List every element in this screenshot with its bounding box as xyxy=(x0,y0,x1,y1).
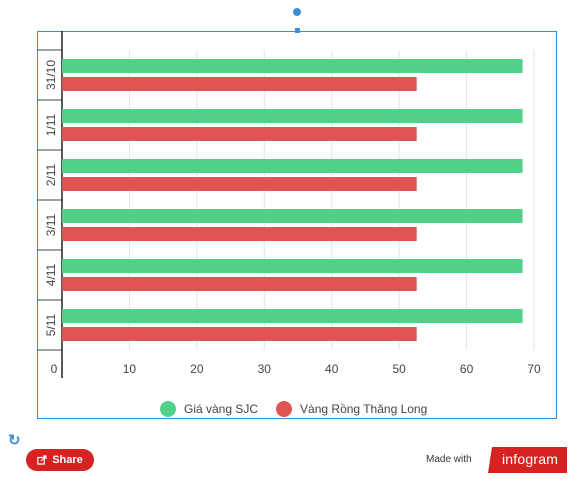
bar-sjc xyxy=(62,59,523,73)
legend-label-sjc: Giá vàng SJC xyxy=(184,402,259,416)
infogram-brand-text: infogram xyxy=(502,451,559,467)
x-tick-label: 70 xyxy=(527,362,541,376)
resize-handle-dot[interactable] xyxy=(293,8,301,16)
made-with-label: Made with xyxy=(426,454,472,465)
x-tick-label: 10 xyxy=(123,362,137,376)
category-label: 3/11 xyxy=(44,213,58,236)
bar-rong-thang-long xyxy=(62,127,417,141)
category-label: 31/10 xyxy=(44,60,58,90)
share-label: Share xyxy=(52,454,83,466)
chart-frame[interactable] xyxy=(37,31,557,419)
infogram-logo[interactable] xyxy=(480,447,567,473)
legend-label-rong-thang-long: Vàng Rồng Thăng Long xyxy=(300,402,428,416)
legend-swatch-sjc xyxy=(160,401,176,417)
category-label: 1/11 xyxy=(44,113,58,136)
bar-rong-thang-long xyxy=(62,327,417,341)
resize-handle-square[interactable] xyxy=(295,28,300,33)
x-tick-label: 60 xyxy=(460,362,474,376)
x-tick-label: 20 xyxy=(190,362,204,376)
bar-sjc xyxy=(62,159,523,173)
bar-sjc xyxy=(62,109,523,123)
legend-item-sjc[interactable]: Giá vàng SJC xyxy=(160,401,258,417)
category-label: 5/11 xyxy=(44,313,58,336)
bar-sjc xyxy=(62,209,523,223)
legend-swatch-rong-thang-long xyxy=(276,401,293,417)
bar-sjc xyxy=(62,259,523,273)
x-tick-label: 30 xyxy=(258,362,272,376)
bar-rong-thang-long xyxy=(62,177,417,191)
share-icon xyxy=(37,455,47,465)
x-tick-label: 40 xyxy=(325,362,339,376)
bar-sjc xyxy=(62,309,523,323)
legend: Giá vàng SJC Vàng Rồng Thăng Long xyxy=(160,401,435,417)
bar-rong-thang-long xyxy=(62,227,417,241)
category-label: 4/11 xyxy=(44,263,58,286)
bar-rong-thang-long xyxy=(62,77,417,91)
refresh-icon[interactable]: ↻ xyxy=(8,432,21,449)
share-button[interactable]: Share xyxy=(26,449,94,471)
category-label: 2/11 xyxy=(44,163,58,186)
bar-rong-thang-long xyxy=(62,277,417,291)
x-tick-label: 50 xyxy=(392,362,406,376)
legend-item-rong-thang-long[interactable]: Vàng Rồng Thăng Long xyxy=(276,401,427,417)
x-tick-label: 0 xyxy=(51,362,58,376)
